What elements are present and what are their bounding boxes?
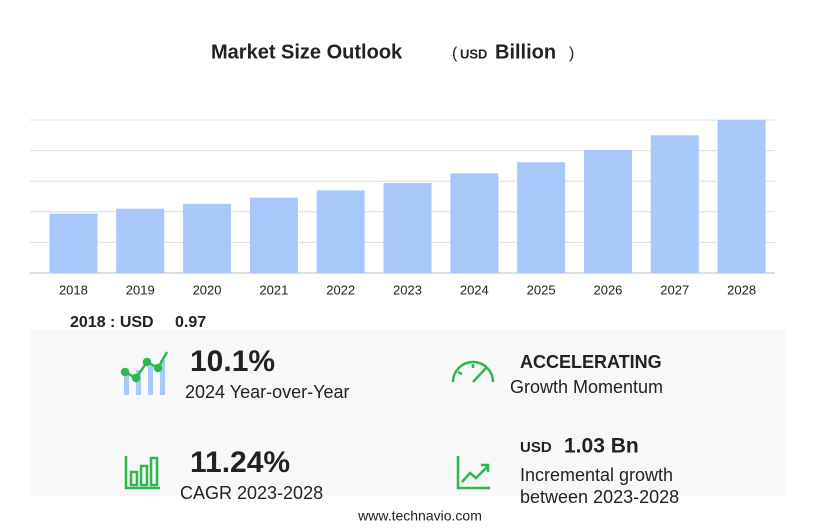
stat-value: 1.03 Bn <box>564 435 639 458</box>
bar <box>249 197 298 273</box>
bar <box>383 183 432 273</box>
unit-name: Billion <box>495 41 556 63</box>
bar <box>316 190 365 273</box>
x-tick-label: 2025 <box>527 282 556 297</box>
bar <box>183 203 232 273</box>
x-tick-label: 2027 <box>660 282 689 297</box>
unit-close: ) <box>569 45 574 62</box>
base-label: 2018 : USD <box>70 314 154 331</box>
footer: www.technavio.com <box>357 508 482 524</box>
chart-title: Market Size Outlook <box>211 41 403 63</box>
stat-label: Incremental growth <box>520 465 673 485</box>
icon-trend <box>456 456 490 490</box>
stat-label: between 2023-2028 <box>520 487 679 507</box>
base-value: 0.97 <box>175 314 206 331</box>
x-tick-label: 2028 <box>727 282 756 297</box>
stat-label: Growth Momentum <box>510 377 663 397</box>
x-tick-label: 2026 <box>593 282 622 297</box>
unit-open: ( <box>452 45 458 62</box>
x-tick-label: 2022 <box>326 282 355 297</box>
bar <box>116 208 165 273</box>
x-tick-label: 2020 <box>193 282 222 297</box>
bar <box>517 162 566 273</box>
stat-value: ACCELERATING <box>520 352 662 372</box>
stat-value: 11.24% <box>190 446 290 479</box>
unit-currency: USD <box>460 46 487 61</box>
stat-currency: USD <box>520 439 552 456</box>
x-tick-label: 2021 <box>259 282 288 297</box>
bar <box>49 213 98 273</box>
x-tick-label: 2018 <box>59 282 88 297</box>
icon-gauge <box>451 360 495 383</box>
icon-growth-chart <box>120 351 169 395</box>
bar <box>650 135 699 273</box>
icon-bars <box>124 456 160 490</box>
x-tick-label: 2019 <box>126 282 155 297</box>
stat-label: 2024 Year-over-Year <box>185 382 349 402</box>
x-tick-label: 2023 <box>393 282 422 297</box>
stat-label: CAGR 2023-2028 <box>180 483 323 503</box>
x-tick-label: 2024 <box>460 282 489 297</box>
bar <box>583 149 632 273</box>
bar <box>450 173 499 273</box>
bar <box>717 120 766 273</box>
stat-value: 10.1% <box>190 345 275 378</box>
